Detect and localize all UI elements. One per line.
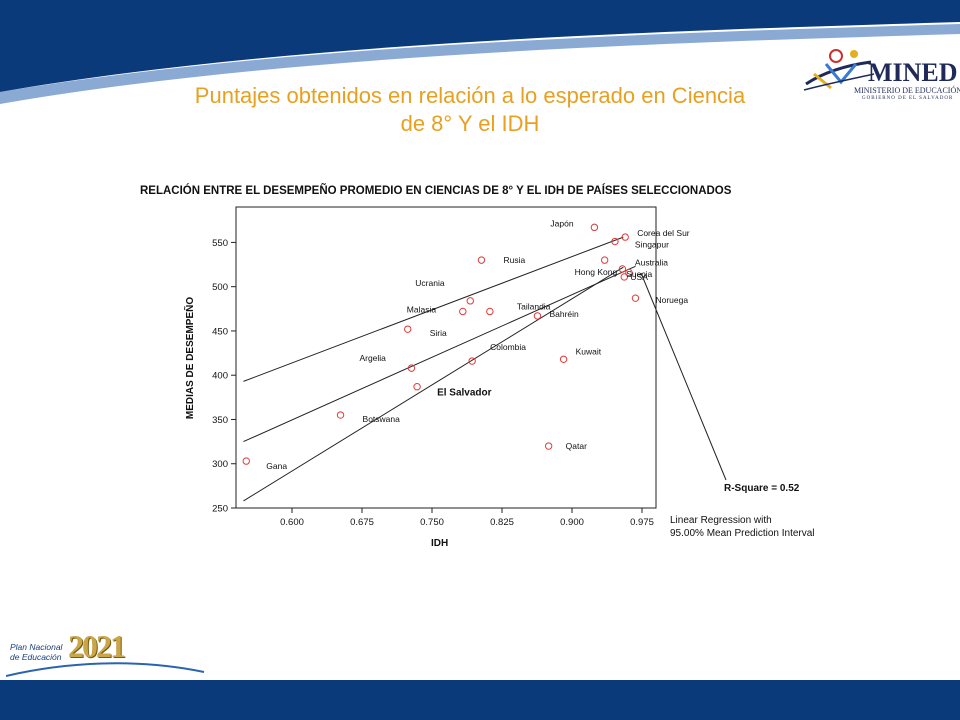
chart-title: RELACIÓN ENTRE EL DESEMPEÑO PROMEDIO EN …: [140, 185, 732, 197]
data-point: [618, 265, 627, 273]
plan-text: Plan Nacional de Educación: [10, 642, 62, 662]
point-label: Suecia: [626, 269, 652, 279]
point-label: Tailandia: [517, 301, 551, 311]
data-point: [533, 312, 542, 320]
y-axis-label: MEDIAS DE DESEMPEÑO: [183, 297, 196, 419]
mined-subtitle-2: GOBIERNO DE EL SALVADOR: [862, 96, 954, 101]
data-point: [590, 223, 599, 232]
data-point: [459, 307, 467, 316]
point-label: Australia: [635, 258, 668, 268]
data-point: [468, 357, 476, 365]
point-label: Noruega: [655, 295, 688, 305]
point-label: Kuwait: [576, 346, 602, 356]
slide-title-line-2: de 8° Y el IDH: [400, 111, 540, 136]
mined-figures-icon: [803, 49, 875, 91]
regression-line: [243, 265, 636, 443]
slide-title: Puntajes obtenidos en relación a lo espe…: [110, 82, 830, 138]
point-label: El Salvador: [437, 388, 492, 399]
point-label: Colombia: [490, 342, 526, 352]
plan-nacional-logo: Plan Nacional de Educación 2021: [6, 628, 206, 680]
point-label: Ucrania: [415, 278, 445, 288]
y-tick-label: 400: [212, 371, 228, 382]
data-point: [407, 364, 416, 372]
data-point: [413, 383, 421, 391]
method-annotation-line-2: 95.00% Mean Prediction Interval: [670, 528, 815, 539]
data-point: [242, 457, 250, 465]
data-point: [336, 411, 345, 419]
point-label: Argelia: [359, 353, 386, 363]
slide-title-line-1: Puntajes obtenidos en relación a lo espe…: [194, 83, 746, 108]
top-banner-dark-wave: [0, 0, 960, 92]
point-label: Rusia: [503, 255, 525, 265]
point-label: USA: [630, 272, 648, 282]
point-label: Japón: [550, 218, 573, 228]
point-label: Bahréin: [549, 309, 579, 319]
lower-interval-line: [243, 266, 624, 502]
plan-line-1: Plan Nacional: [10, 642, 63, 652]
point-label: Siria: [430, 328, 447, 338]
x-tick-label: 0.675: [350, 517, 374, 528]
point-label: Corea del Sur: [637, 228, 690, 238]
y-tick-label: 500: [212, 282, 228, 293]
top-banner-light-wave: [0, 24, 960, 104]
plan-swoosh-icon: [6, 662, 205, 677]
x-tick-label: 0.750: [420, 517, 444, 528]
method-annotation-line-1: Linear Regression with: [670, 515, 772, 526]
x-tick-label: 0.600: [280, 517, 304, 528]
top-banner: [0, 0, 960, 104]
data-point: [620, 273, 628, 281]
point-label: Singapur: [635, 240, 669, 250]
mined-logo: MINED MINISTERIO DE EDUCACIÓN GOBIERNO D…: [796, 44, 960, 116]
y-tick-label: 350: [212, 415, 228, 426]
data-point: [559, 355, 568, 363]
plot-area: [235, 206, 657, 509]
point-label: Malasia: [407, 304, 437, 314]
bottom-banner: [0, 680, 960, 720]
r-square-annotation: R-Square = 0.52: [724, 483, 800, 494]
point-label: Gana: [266, 461, 287, 471]
data-point: [631, 294, 640, 302]
plan-year: 2021: [68, 628, 126, 664]
data-point: [477, 256, 486, 264]
point-label: Qatar: [566, 441, 587, 451]
mined-subtitle: MINISTERIO DE EDUCACIÓN: [854, 86, 960, 95]
r-square-leader-line: [640, 272, 727, 481]
data-point: [544, 442, 553, 450]
data-point: [621, 233, 629, 241]
data-point: [404, 325, 412, 333]
y-tick-label: 550: [212, 238, 228, 249]
data-point: [466, 297, 474, 305]
plan-line-2: de Educación: [10, 652, 62, 662]
data-point: [486, 307, 494, 316]
y-tick-label: 250: [212, 504, 228, 515]
x-tick-label: 0.975: [630, 517, 654, 528]
data-point: [600, 256, 609, 264]
point-label: Hong Kong: [575, 267, 618, 277]
x-tick-label: 0.825: [490, 517, 514, 528]
mined-wordmark: MINED: [868, 58, 958, 87]
point-label: Botswana: [363, 414, 401, 424]
data-point: [625, 268, 633, 277]
y-tick-label: 450: [212, 326, 228, 337]
y-tick-label: 300: [212, 459, 228, 470]
upper-interval-line: [243, 236, 624, 382]
data-point: [611, 237, 619, 246]
x-axis-label: IDH: [431, 538, 448, 549]
x-tick-label: 0.900: [560, 517, 584, 528]
